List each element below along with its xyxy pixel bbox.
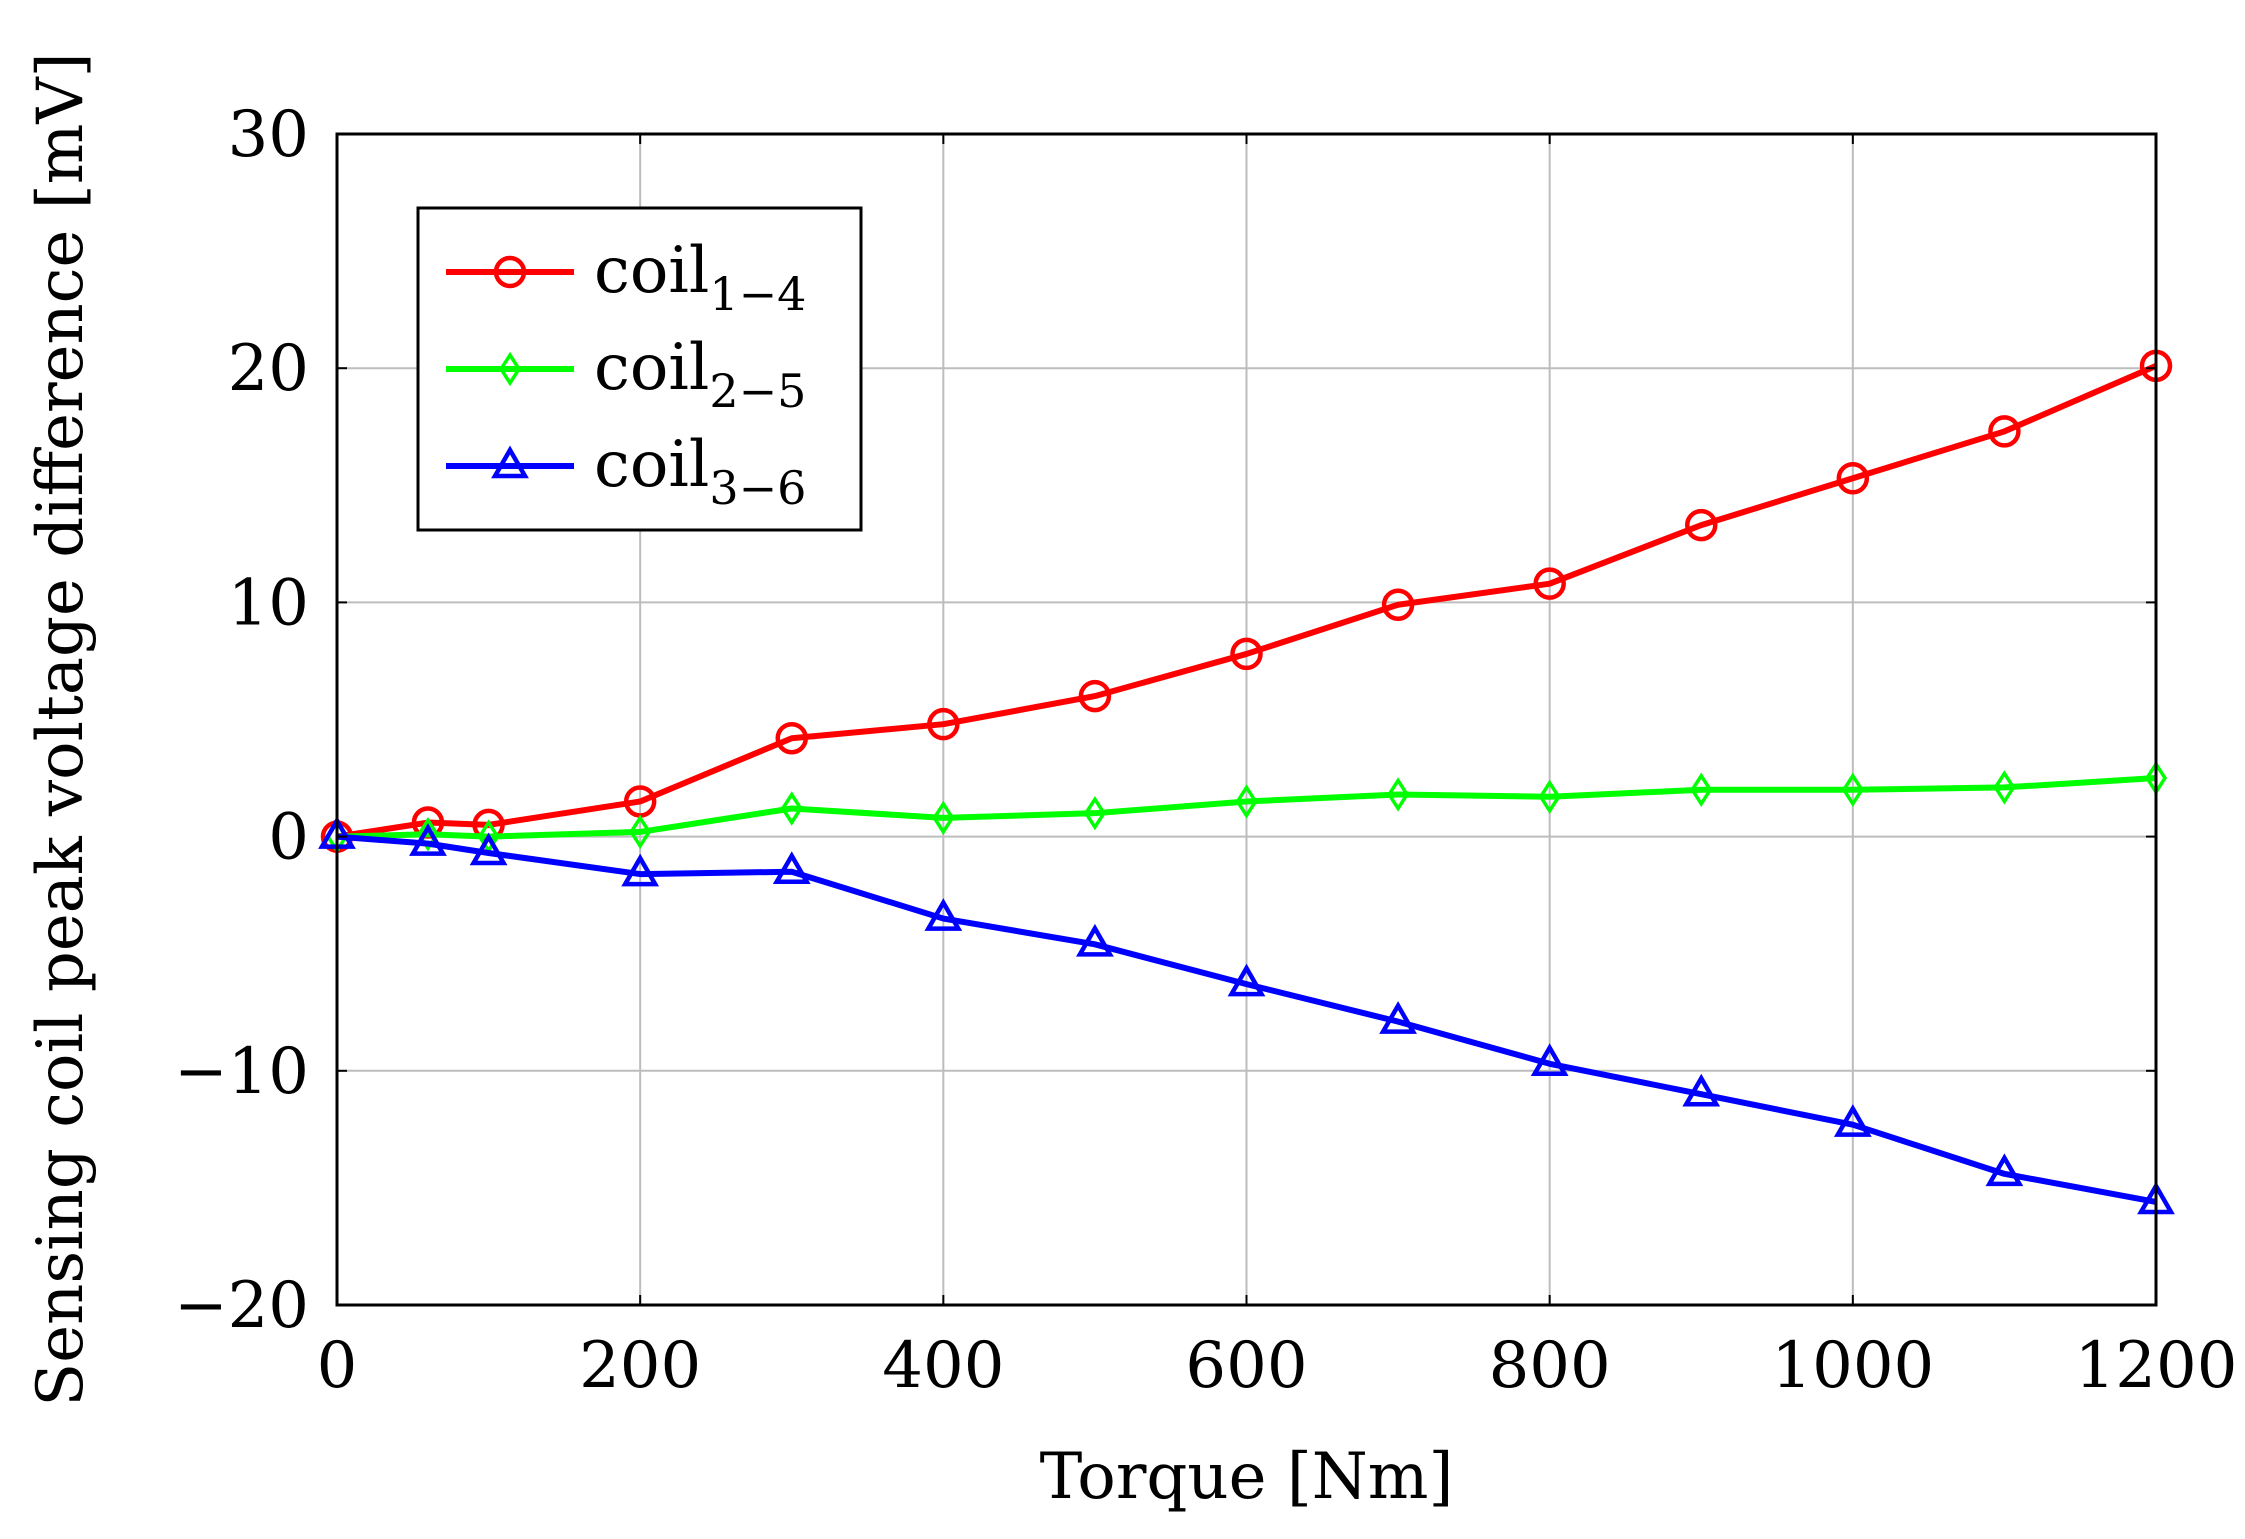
x-tick-label: 0	[317, 1329, 358, 1403]
data-point-triangle	[409, 823, 447, 856]
legend-label-name: coil	[594, 234, 709, 308]
data-point-triangle	[621, 853, 660, 887]
x-tick-label: 1200	[2075, 1329, 2238, 1403]
y-tick-label: 10	[228, 566, 309, 640]
y-axis-title: Sensing coil peak voltage difference [mV…	[24, 52, 98, 1406]
legend-label: coil2−5	[594, 331, 806, 418]
axis-ticks: 0 200 400 600 800 1000 1200 −20 −10 0 10 20 30	[174, 98, 2238, 1403]
legend-label: coil1−4	[594, 234, 806, 321]
data-point-triangle	[924, 898, 963, 931]
y-tick-label: 20	[228, 332, 309, 406]
data-point-diamond	[629, 814, 652, 850]
legend-label-subscript: 2−5	[709, 364, 806, 418]
data-point-triangle	[1985, 1153, 2024, 1187]
data-point-circle	[1685, 508, 1718, 542]
series-line	[336, 775, 2157, 840]
data-point-diamond	[1993, 770, 2016, 805]
data-point-circle	[1078, 679, 1112, 713]
data-point-diamond	[416, 817, 440, 852]
data-point-triangle	[1227, 963, 1266, 997]
data-point-triangle	[469, 832, 508, 866]
legend-label-name: coil	[594, 331, 709, 405]
legend-label-name: coil	[594, 428, 709, 502]
x-axis-title: Torque [Nm]	[1040, 1440, 1454, 1514]
legend-entry: coil1−4	[446, 234, 806, 321]
data-point-circle	[1230, 637, 1263, 671]
series-line	[336, 363, 2158, 840]
series-diamond-2	[325, 760, 2168, 854]
data-point-diamond	[1387, 777, 1410, 812]
x-tick-label: 800	[1489, 1329, 1611, 1403]
x-tick-label: 1000	[1771, 1329, 1934, 1403]
x-tick-label: 400	[882, 1329, 1004, 1403]
data-point-triangle	[1530, 1043, 1569, 1077]
y-tick-label: 30	[228, 98, 309, 172]
series-line	[336, 833, 2157, 1205]
data-point-triangle	[772, 851, 811, 884]
data-point-triangle	[1682, 1073, 1721, 1107]
data-point-circle	[1533, 567, 1566, 600]
data-point-diamond	[1538, 779, 1561, 815]
series-circle-1	[320, 349, 2173, 853]
legend-marker-circle	[493, 255, 527, 289]
data-point-circle	[1988, 415, 2021, 448]
data-point-diamond	[1083, 795, 1106, 831]
data-point-circle	[775, 721, 808, 755]
legend-label: coil3−6	[594, 428, 806, 515]
data-point-diamond	[1235, 784, 1258, 819]
y-tick-label: −10	[174, 1035, 309, 1109]
legend-entry: coil3−6	[446, 428, 806, 515]
x-tick-label: 200	[579, 1329, 701, 1403]
data-point-diamond	[1841, 772, 1864, 807]
data-point-circle	[1836, 462, 1870, 495]
series-triangle-3	[318, 816, 2175, 1215]
legend-marker-triangle	[491, 445, 529, 479]
x-tick-label: 600	[1185, 1329, 1307, 1403]
data-point-triangle	[1833, 1104, 1872, 1137]
y-tick-label: 0	[268, 801, 309, 875]
data-point-circle	[1381, 588, 1415, 621]
data-point-circle	[927, 707, 960, 741]
data-point-diamond	[932, 800, 955, 836]
data-point-diamond	[1690, 772, 1713, 807]
legend-entry: coil2−5	[446, 331, 806, 418]
y-tick-label: −20	[174, 1269, 309, 1343]
data-point-diamond	[780, 791, 803, 826]
data-point-triangle	[1379, 1001, 1417, 1034]
legend-label-subscript: 3−6	[709, 461, 806, 515]
series-layer	[318, 349, 2175, 1215]
legend-marker-diamond	[498, 351, 522, 387]
legend-label-subscript: 1−4	[709, 267, 806, 321]
data-point-triangle	[1076, 923, 1114, 957]
